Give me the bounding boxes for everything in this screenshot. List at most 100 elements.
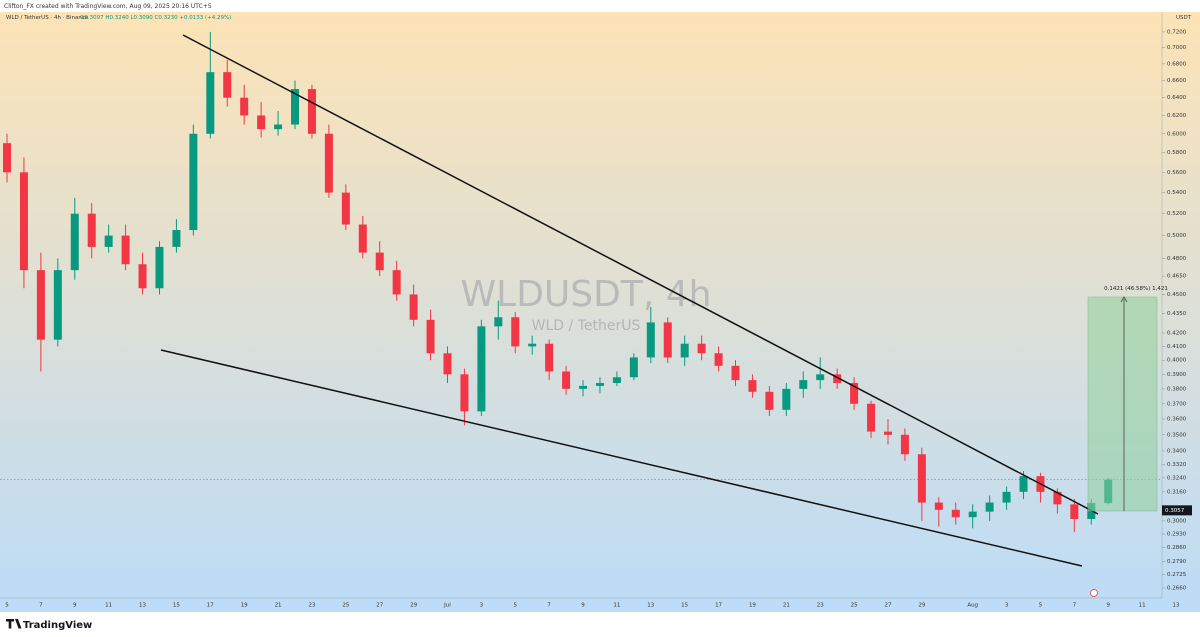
- y-tick-label: 0.3320: [1167, 462, 1187, 468]
- candle-body: [87, 213, 96, 247]
- candle-body: [494, 317, 503, 327]
- y-tick-label: 0.3160: [1167, 489, 1187, 495]
- x-tick-label: 3: [1005, 603, 1009, 609]
- candle-body: [392, 270, 401, 295]
- logo-icon: [6, 619, 22, 629]
- candle-body: [223, 72, 232, 98]
- trendline-lower: [160, 349, 1083, 567]
- y-tick-label: 0.7200: [1167, 29, 1187, 35]
- y-tick-label: 0.2660: [1167, 586, 1187, 592]
- footer-bar: [0, 612, 1200, 637]
- position-label: 0.1421 (46.58%) 1,421: [1104, 286, 1168, 292]
- event-icon[interactable]: [1090, 589, 1098, 597]
- y-tick-label: 0.6000: [1167, 131, 1187, 137]
- candle-body: [833, 374, 842, 384]
- x-tick-label: 15: [681, 603, 688, 609]
- x-tick-label: 29: [918, 603, 925, 609]
- x-tick-label: 15: [173, 603, 180, 609]
- candle-body: [528, 343, 537, 347]
- x-tick-label: 9: [581, 603, 585, 609]
- x-tick-label: 25: [851, 603, 858, 609]
- y-tick-label: 0.5600: [1167, 170, 1187, 176]
- candle-body: [341, 192, 350, 225]
- watermark-subtitle: WLD / TetherUS: [532, 318, 641, 334]
- x-tick-label: 5: [514, 603, 518, 609]
- price-tag-label: 0.3057: [1165, 508, 1185, 514]
- y-tick-label: 0.3900: [1167, 372, 1187, 378]
- x-tick-label: Jul: [443, 603, 451, 609]
- candles: [0, 31, 1162, 533]
- trendline-upper: [182, 34, 1099, 515]
- x-tick-label: 11: [1139, 603, 1146, 609]
- candle-body: [968, 511, 977, 518]
- y-tick-label: 0.5400: [1167, 190, 1187, 196]
- x-tick-label: 7: [1073, 603, 1077, 609]
- y-tick-label: 0.2790: [1167, 559, 1187, 565]
- credit: Clifton_FX created with TradingView.com,…: [4, 3, 212, 10]
- candle-body: [189, 133, 198, 231]
- y-tick-label: 0.4350: [1167, 311, 1187, 317]
- y-tick-label: 0.4500: [1167, 292, 1187, 298]
- candle-body: [900, 434, 909, 455]
- ohlc: O0.3097 H0.3240 L0.3090 C0.3230 +0.0133 …: [80, 15, 231, 21]
- y-tick-label: 0.5800: [1167, 150, 1187, 156]
- x-tick-label: 23: [308, 603, 315, 609]
- candle-body: [545, 343, 554, 372]
- candle-body: [799, 380, 808, 389]
- candle-body: [595, 383, 604, 386]
- candle-body: [646, 322, 655, 358]
- symbol: WLD / TetherUS · 4h · Binance: [6, 15, 89, 21]
- candle-body: [36, 270, 45, 340]
- candle-body: [172, 230, 181, 247]
- x-tick-label: Aug: [967, 603, 978, 609]
- x-tick-label: 7: [547, 603, 551, 609]
- x-tick-label: 27: [376, 603, 383, 609]
- candle-body: [1070, 504, 1079, 520]
- y-tick-label: 0.7000: [1167, 45, 1187, 51]
- candle-body: [240, 97, 249, 116]
- candle-body: [426, 319, 435, 354]
- y-tick-label: 0.6600: [1167, 78, 1187, 84]
- x-tick-label: 17: [207, 603, 214, 609]
- y-tick-label: 0.5000: [1167, 233, 1187, 239]
- y-tick-label: 0.4000: [1167, 358, 1187, 364]
- candle-body: [291, 89, 300, 125]
- y-tick-label: 0.3240: [1167, 475, 1187, 481]
- candle-body: [324, 133, 333, 193]
- candle-body: [629, 357, 638, 378]
- x-tick-label: 11: [105, 603, 112, 609]
- candle-body: [443, 353, 452, 375]
- candle-body: [3, 143, 11, 173]
- candle-body: [104, 235, 113, 247]
- x-tick-label: 11: [613, 603, 620, 609]
- candle-body: [680, 343, 689, 358]
- y-tick-label: 0.2725: [1167, 572, 1187, 578]
- x-tick-label: 9: [1106, 603, 1110, 609]
- candle-body: [138, 264, 147, 289]
- candle-body: [155, 246, 164, 289]
- candle-body: [612, 377, 621, 384]
- x-tick-label: 13: [139, 603, 146, 609]
- candle-body: [206, 72, 215, 134]
- candle-body: [850, 383, 859, 404]
- x-tick-label: 19: [241, 603, 248, 609]
- y-tick-label: 0.3600: [1167, 417, 1187, 423]
- candle-body: [867, 403, 876, 432]
- x-tick-label: 5: [5, 603, 9, 609]
- x-tick-label: 25: [342, 603, 349, 609]
- candle-body: [697, 343, 706, 354]
- candle-body: [985, 502, 994, 512]
- x-tick-label: 5: [1039, 603, 1043, 609]
- candle-body: [1019, 476, 1028, 492]
- x-tick-label: 13: [1173, 603, 1180, 609]
- x-tick-label: 13: [647, 603, 654, 609]
- candle-body: [765, 391, 774, 410]
- candle-body: [511, 317, 520, 347]
- candle-body: [257, 115, 266, 130]
- y-tick-label: 0.4200: [1167, 330, 1187, 336]
- candle-body: [70, 213, 79, 271]
- candle-body: [883, 431, 892, 435]
- candle-body: [951, 509, 960, 518]
- y-tick-label: 0.4100: [1167, 344, 1187, 350]
